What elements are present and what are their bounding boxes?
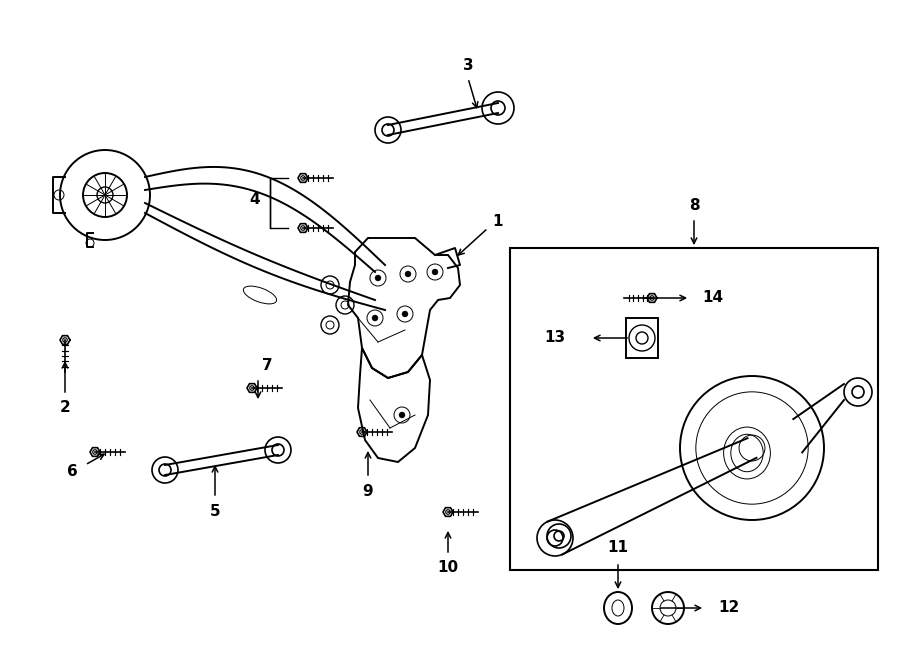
Circle shape <box>399 412 405 418</box>
Text: 9: 9 <box>363 485 374 500</box>
Text: 3: 3 <box>463 58 473 73</box>
Bar <box>510 248 878 570</box>
Text: 8: 8 <box>688 198 699 212</box>
Circle shape <box>402 311 408 317</box>
Text: 7: 7 <box>262 358 273 373</box>
Text: 11: 11 <box>608 541 628 555</box>
Text: 5: 5 <box>210 504 220 520</box>
Circle shape <box>432 269 438 275</box>
Text: 6: 6 <box>67 465 77 479</box>
Text: 12: 12 <box>718 600 739 615</box>
Bar <box>626 318 658 358</box>
Text: 4: 4 <box>249 192 260 208</box>
Text: 2: 2 <box>59 401 70 416</box>
Circle shape <box>405 271 411 277</box>
Circle shape <box>375 275 381 281</box>
Text: 14: 14 <box>702 290 723 305</box>
Text: 10: 10 <box>437 561 459 576</box>
Text: 1: 1 <box>492 215 502 229</box>
Circle shape <box>372 315 378 321</box>
Text: 13: 13 <box>544 330 565 346</box>
